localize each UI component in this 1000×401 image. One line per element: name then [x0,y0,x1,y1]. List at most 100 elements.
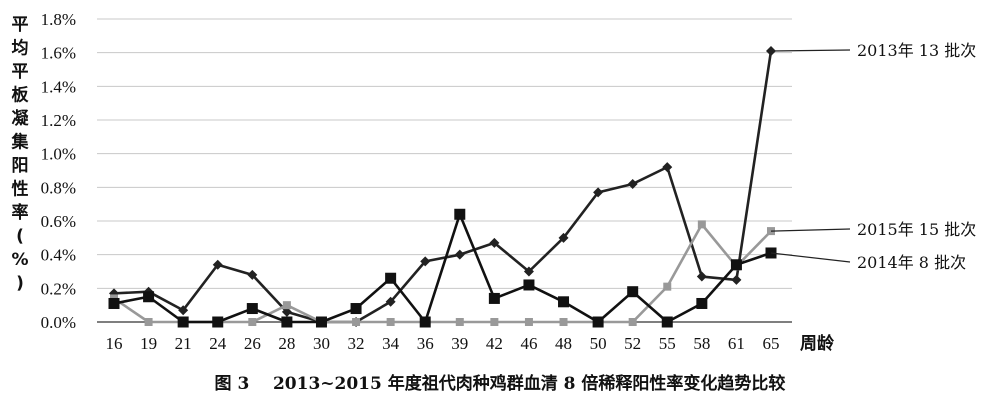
x-tick-label: 55 [659,334,676,353]
y-tick-label: 0.2% [41,279,76,298]
data-point [523,266,534,277]
data-point [247,269,258,280]
data-point [385,296,396,307]
series-line [113,212,772,324]
x-tick-label: 42 [486,334,503,353]
data-point [489,237,500,248]
x-tick-label: 48 [555,334,572,353]
data-point [282,301,291,310]
x-axis-ticks: 16 19 21 24 26 28 30 32 34 36 39 42 46 48 50 52 55 58 61 65 [106,334,780,353]
x-tick-label: 61 [728,334,745,353]
y-tick-label: 0.0% [41,313,76,332]
data-point [281,316,293,328]
data-point [627,286,639,298]
x-tick-label: 46 [520,334,537,353]
data-point [697,220,706,229]
y-label-char: 均 [12,38,29,59]
data-point [696,297,708,309]
data-point [246,303,258,315]
data-point [627,178,638,189]
x-tick-label: 52 [624,334,641,353]
y-axis-ticks: 0.0% 0.2% 0.4% 0.6% 0.8% 1.0% 1.2% 1.4% 1.6% 1.8% [41,10,76,332]
figure-caption: 图 3 2013~2015 年度祖代肉种鸡群血清 8 倍稀释阳性率变化趋势比较 [215,373,786,394]
y-tick-label: 1.6% [41,44,76,63]
series-label: 2013年 13 批次 [857,41,976,60]
data-point [696,271,707,282]
data-point [490,318,499,326]
data-point [454,208,466,220]
annotation-leader [770,252,851,263]
data-point [178,305,189,316]
data-point [523,279,535,291]
data-point [559,318,568,326]
data-point [731,274,742,285]
data-point [315,316,327,328]
data-point [454,249,465,260]
y-label-char: 板 [12,85,30,106]
series-3 [108,208,777,328]
series-annotations: 2013年 13 批次 2015年 15 批次 2014年 8 批次 [770,41,976,272]
data-point [593,187,604,198]
y-tick-label: 1.4% [41,77,76,96]
y-label-char: 凝 [12,109,30,129]
x-tick-label: 26 [244,334,261,353]
data-point [352,318,361,326]
x-tick-label: 30 [313,334,330,353]
x-tick-label: 21 [175,334,192,353]
data-point [281,306,292,317]
data-point [350,303,362,315]
series-1 [109,45,776,327]
x-tick-label: 19 [140,334,157,353]
y-label-char: ( [16,227,24,247]
data-point [558,296,570,308]
y-label-char: 性 [12,179,29,200]
annotation-leader [770,228,851,232]
x-tick-label: 16 [106,334,123,353]
x-tick-label: 36 [417,334,434,353]
data-point [108,297,120,309]
x-tick-label: 28 [278,334,295,353]
grid-lines [97,18,792,323]
y-tick-label: 1.2% [41,111,76,130]
data-point [385,272,397,284]
data-point [212,316,224,328]
series-line [113,223,772,324]
y-tick-label: 0.6% [41,212,76,231]
x-tick-label: 58 [693,334,710,353]
data-point [558,232,569,243]
data-point [419,316,431,328]
y-label-char: ) [16,274,24,294]
x-tick-label: 65 [763,334,780,353]
y-tick-label: 1.0% [41,145,76,164]
y-tick-label: 0.4% [41,246,76,265]
series-line [113,50,773,324]
data-point [248,318,257,326]
data-point [455,318,464,326]
series-label: 2014年 8 批次 [857,253,966,272]
data-point [420,256,431,267]
x-tick-label: 50 [590,334,607,353]
x-tick-label: 32 [348,334,365,353]
data-point [488,292,500,304]
data-point [592,316,604,328]
y-label-char: 集 [11,132,30,153]
x-tick-label: 39 [451,334,468,353]
x-tick-label: 34 [382,334,400,353]
data-point [212,259,223,270]
y-label-char: % [11,250,28,270]
data-point [386,318,395,326]
data-point [662,162,673,173]
data-point [524,318,533,326]
data-point [177,316,189,328]
data-point [143,291,155,303]
data-point [661,316,673,328]
series-label: 2015年 15 批次 [857,220,976,239]
annotation-leader [770,49,851,52]
y-label-char: 平 [12,15,29,35]
data-point [730,259,742,271]
x-axis-label: 周龄 [800,333,835,354]
y-label-char: 平 [12,62,29,82]
data-point [628,318,637,326]
